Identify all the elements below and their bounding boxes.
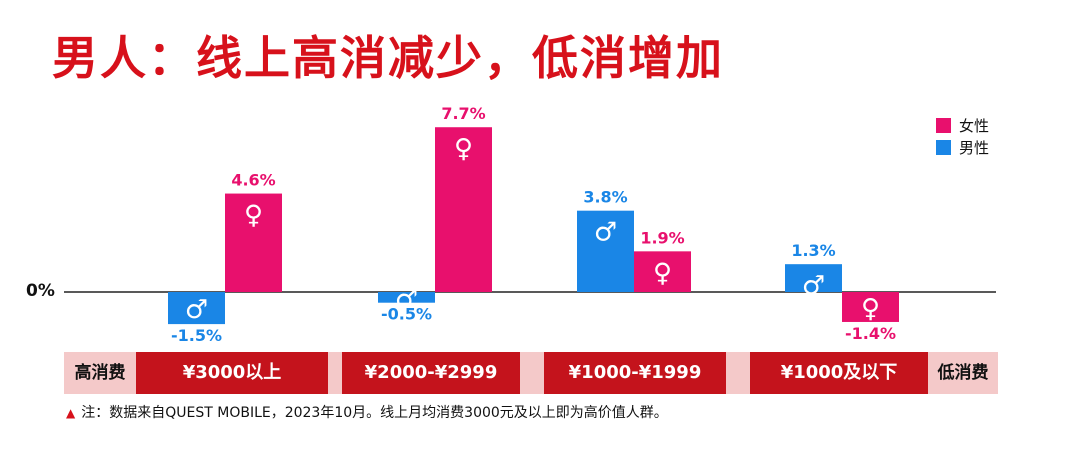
bar-male (168, 292, 225, 325)
zero-axis-label: 0% (26, 281, 55, 301)
data-label-female: 4.6% (231, 171, 275, 190)
footnote-text: 注：数据来自QUEST MOBILE，2023年10月。线上月均消费3000元及… (81, 405, 668, 421)
bar-male (378, 292, 435, 303)
footnote: ▲ 注：数据来自QUEST MOBILE，2023年10月。线上月均消费3000元… (66, 402, 668, 422)
data-label-male: 3.8% (583, 188, 627, 207)
legend-item-male: 男性 (936, 136, 989, 158)
data-label-male: -0.5% (381, 305, 432, 324)
data-label-female: 7.7% (441, 104, 485, 123)
data-label-female: -1.4% (845, 324, 896, 343)
bar-male (577, 210, 634, 292)
category-label: ¥2000-¥2999 (342, 352, 520, 394)
spending-band: 高消费 ¥3000以上 ¥2000-¥2999 ¥1000-¥1999 ¥100… (64, 352, 998, 394)
gender-symbol-male: ♂ (395, 284, 418, 314)
gender-symbol-female: ♀ (653, 258, 672, 288)
gender-symbol-female: ♀ (244, 201, 263, 231)
legend-item-female: 女性 (936, 114, 989, 136)
gender-symbol-male: ♂ (594, 218, 617, 248)
band-label-low: 低消费 (937, 363, 989, 383)
category-label: ¥1000及以下 (750, 352, 928, 394)
gender-symbol-male: ♂ (185, 295, 208, 325)
legend-swatch-male (936, 139, 951, 155)
triangle-icon: ▲ (66, 406, 76, 420)
data-label-female: 1.9% (640, 228, 684, 247)
data-label-male: -1.5% (171, 326, 222, 345)
bar-male (785, 264, 842, 292)
data-label-male: 1.3% (791, 241, 835, 260)
category-label: ¥3000以上 (136, 352, 328, 394)
legend-label-female: 女性 (959, 116, 990, 135)
gender-symbol-male: ♂ (802, 271, 825, 301)
legend-swatch-female (936, 117, 951, 133)
bar-female (842, 292, 899, 322)
bar-female (634, 251, 691, 292)
legend: 女性 男性 (936, 114, 989, 158)
category-label: ¥1000-¥1999 (544, 352, 726, 394)
gender-symbol-female: ♀ (861, 294, 880, 324)
band-label-high: 高消费 (74, 363, 126, 383)
legend-label-male: 男性 (959, 138, 990, 157)
bar-female (225, 193, 282, 292)
gender-symbol-female: ♀ (454, 134, 473, 164)
chart-title: 男人：线上高消减少，低消增加 (52, 31, 724, 85)
bar-female (435, 127, 492, 292)
